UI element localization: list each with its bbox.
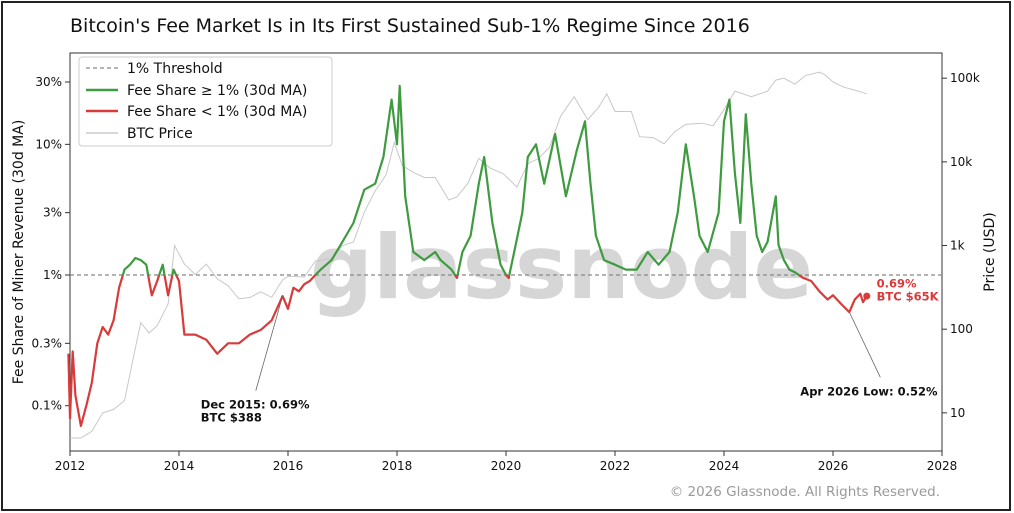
annotation-pointer: [255, 295, 283, 391]
x-tick-label: 2020: [491, 459, 522, 473]
legend-box: [78, 56, 333, 147]
fee-share-above-segment: [456, 155, 507, 276]
x-tick-label: 2014: [164, 459, 195, 473]
annotation-line: Apr 2026 Low: 0.52%: [800, 384, 938, 398]
copyright-notice: © 2026 Glassnode. All Rights Reserved.: [670, 484, 940, 500]
right-axis-label: Price (USD): [982, 212, 998, 291]
left-y-tick-label: 10%: [35, 137, 62, 151]
legend: 1% Threshold Fee Share ≥ 1% (30d MA) Fee…: [78, 56, 333, 147]
legend-label-price: BTC Price: [127, 126, 193, 142]
left-y-tick-label: 30%: [35, 75, 62, 89]
right-y-tick-label: 100k: [950, 71, 980, 85]
left-axis-label: Fee Share of Miner Revenue (30d MA): [11, 120, 27, 385]
annotation-line: BTC $388: [201, 411, 262, 425]
annotation-text: 0.69% BTC $65K: [877, 277, 940, 304]
fee-share-below-segment: [163, 274, 174, 297]
x-tick-label: 2022: [600, 459, 631, 473]
x-tick-label: 2028: [927, 459, 958, 473]
fee-share-below-segment: [798, 274, 868, 314]
left-y-tick-label: 1%: [43, 268, 62, 282]
left-y-axis: 0.1% 0.3% 1% 3% 10% 30%: [32, 75, 70, 413]
right-y-tick-label: 100: [950, 322, 973, 336]
fee-share-below-segment: [175, 274, 317, 355]
x-tick-label: 2016: [273, 459, 304, 473]
chart-title: Bitcoin's Fee Market Is in Its First Sus…: [70, 15, 750, 37]
annotation-pointer: [848, 311, 881, 378]
fee-share-above-segment: [171, 268, 178, 276]
right-y-axis: 10 100 1k 10k 100k: [942, 71, 980, 420]
fee-share-above-segment: [314, 84, 456, 276]
right-y-tick-label: 1k: [950, 239, 965, 253]
fee-share-above-segment: [158, 263, 166, 276]
legend-label-above: Fee Share ≥ 1% (30d MA): [127, 83, 307, 99]
annotation-line: BTC $65K: [877, 290, 940, 304]
annotation-text: Dec 2015: 0.69% BTC $388: [201, 398, 310, 425]
fee-share-below-segment: [147, 274, 161, 297]
left-y-tick-label: 0.1%: [32, 399, 63, 413]
annotations: Dec 2015: 0.69% BTC $388 Apr 2026 Low: 0.5…: [201, 277, 940, 425]
x-axis: 2012 2014 2016 2018 2020 2022 2024 2026 2028: [55, 451, 958, 473]
annotation-text: Apr 2026 Low: 0.52%: [800, 384, 938, 398]
annotation-line: 0.69%: [877, 277, 917, 291]
x-tick-label: 2026: [818, 459, 849, 473]
right-y-tick-label: 10: [950, 406, 965, 420]
left-y-tick-label: 3%: [43, 206, 62, 220]
left-y-tick-label: 0.3%: [32, 336, 63, 350]
legend-label-threshold: 1% Threshold: [127, 61, 223, 77]
legend-label-below: Fee Share < 1% (30d MA): [127, 104, 307, 120]
fee-share-above-segment: [121, 256, 150, 276]
fee-share-above-segment: [508, 98, 800, 276]
fee-share-lines: [67, 84, 871, 427]
btc-price-line: [70, 71, 867, 439]
right-y-tick-label: 10k: [950, 155, 972, 169]
x-tick-label: 2024: [709, 459, 740, 473]
fee-share-below-segment: [454, 274, 459, 279]
x-tick-label: 2012: [55, 459, 86, 473]
current-value-marker: [863, 292, 871, 300]
watermark: glassnode: [310, 216, 813, 319]
fee-share-below-segment: [505, 274, 511, 279]
fee-share-below-segment: [67, 274, 124, 427]
x-tick-label: 2018: [382, 459, 413, 473]
annotation-line: Dec 2015: 0.69%: [201, 398, 310, 412]
